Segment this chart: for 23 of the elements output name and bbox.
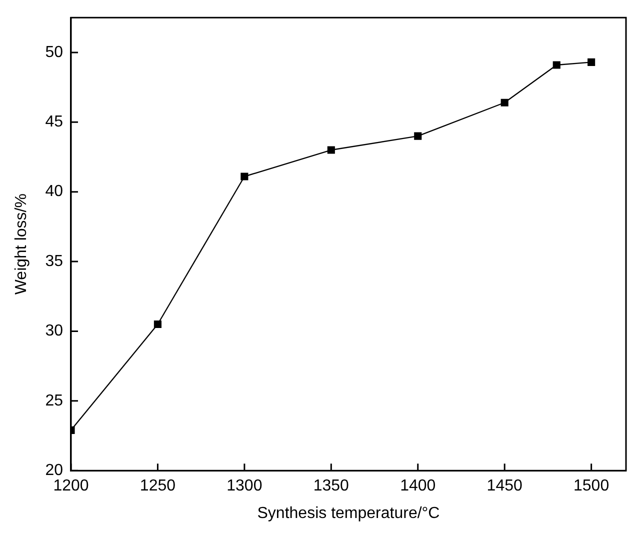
point — [240, 172, 248, 180]
y-axis-title: Weight loss/% — [13, 194, 30, 295]
y-tick-label: 50 — [45, 44, 64, 61]
x-tick-label: 1350 — [313, 478, 350, 495]
x-tick-label: 1400 — [400, 478, 436, 495]
y-tick-label: 30 — [45, 322, 64, 340]
x-tick-label: 1500 — [574, 478, 610, 495]
y-tick-label: 20 — [45, 462, 64, 480]
point — [154, 320, 162, 328]
x-axis-title: Synthesis temperature/°C — [257, 504, 440, 522]
y-tick-label: 40 — [45, 183, 64, 200]
x-tick-label: 1300 — [226, 478, 262, 495]
y-tick-label: 25 — [45, 392, 64, 410]
y-tick-label: 35 — [45, 252, 64, 270]
point — [327, 146, 335, 154]
point — [500, 98, 508, 106]
point — [588, 58, 596, 66]
x-tick-label: 1250 — [140, 478, 176, 495]
y-tick-label: 45 — [45, 114, 64, 131]
point — [552, 61, 560, 69]
x-tick-label: 1200 — [53, 478, 89, 495]
x-tick-label: 1450 — [486, 478, 522, 495]
point — [414, 132, 422, 140]
